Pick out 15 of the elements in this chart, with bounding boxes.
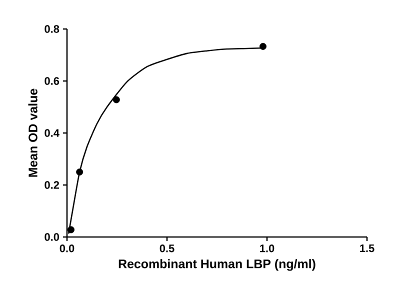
point: [68, 226, 74, 234]
point: [112, 96, 120, 104]
y-axis-title: Mean OD value: [28, 88, 38, 177]
x-axis-title: Recombinant Human LBP (ng/ml): [118, 259, 316, 271]
point: [76, 168, 84, 176]
x-tick-label: 0.5: [160, 244, 174, 252]
x-tick-label: 1.5: [360, 244, 374, 252]
y-tick-label: 0.6: [44, 77, 60, 85]
y-tick-label: 0.0: [44, 233, 60, 241]
y-tick-label: 0.8: [44, 25, 60, 33]
y-tick-label: 0.2: [44, 181, 60, 189]
x-tick-label: 0.0: [60, 244, 74, 252]
point: [260, 42, 266, 50]
y-tick-label: 0.4: [44, 129, 60, 137]
x-tick-label: 1.0: [260, 244, 274, 252]
